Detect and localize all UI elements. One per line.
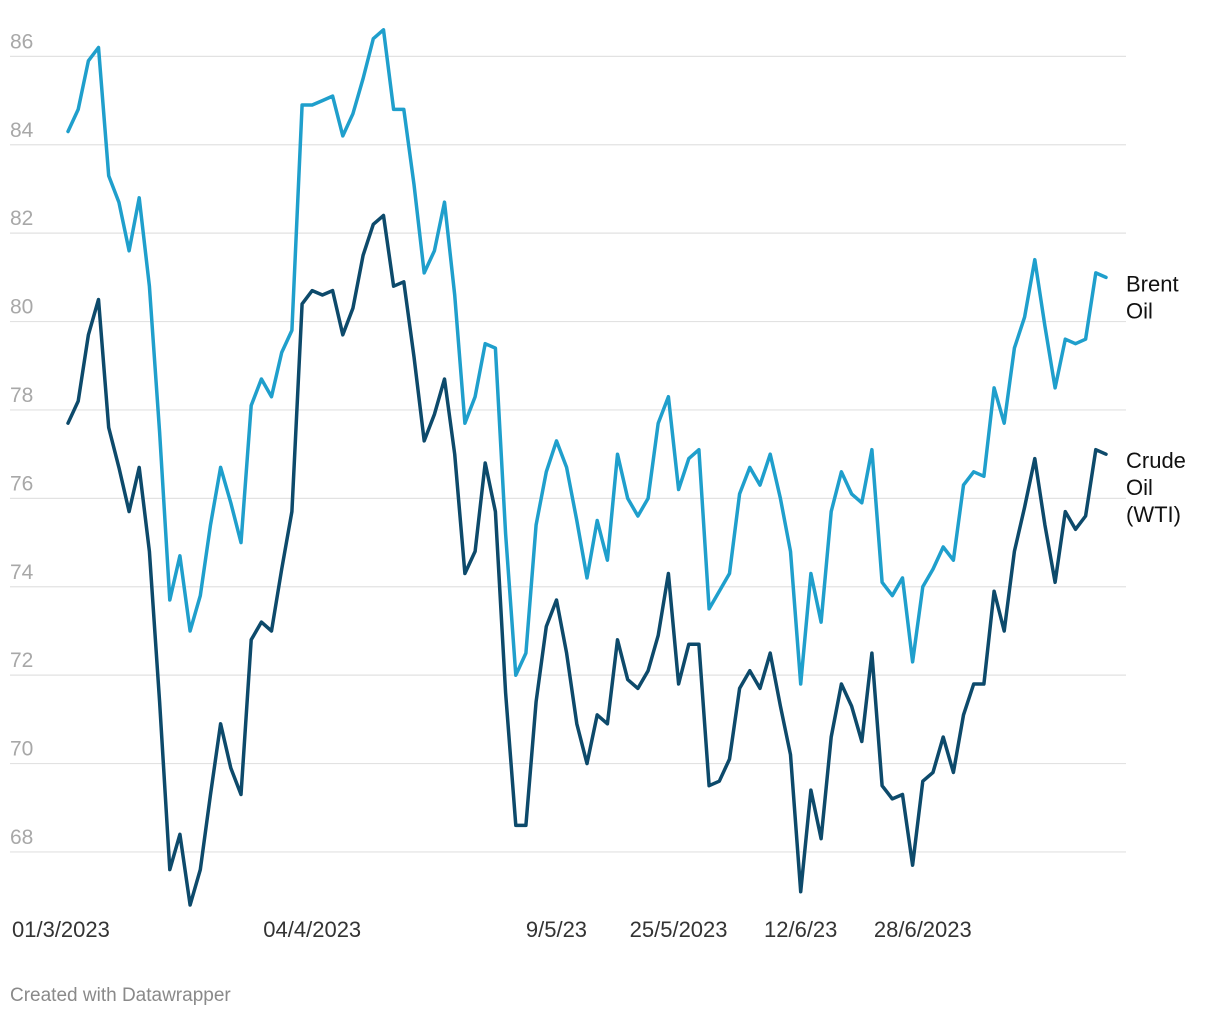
series-line-crude-oil-wti <box>66 213 1108 907</box>
y-tick-label: 68 <box>10 826 33 849</box>
y-tick-label: 78 <box>10 384 33 407</box>
series-label-line: Oil <box>1126 298 1153 323</box>
series-label-line: Brent <box>1126 271 1179 296</box>
x-tick-label: 28/6/2023 <box>874 917 972 942</box>
series-label-line: Oil <box>1126 475 1153 500</box>
y-tick-label: 76 <box>10 472 33 495</box>
y-axis-ticks: 68 70 72 74 76 78 80 82 84 86 <box>10 30 34 849</box>
series-label-line: Crude <box>1126 448 1186 473</box>
x-tick-label: 12/6/23 <box>764 917 837 942</box>
y-tick-label: 86 <box>10 30 33 53</box>
x-axis-ticks: 01/3/2023 04/4/2023 9/5/23 25/5/2023 12/6/23… <box>12 917 972 942</box>
series-label-line: (WTI) <box>1126 502 1181 527</box>
x-tick-label: 9/5/23 <box>526 917 587 942</box>
series-line-brent-oil <box>66 28 1108 686</box>
y-tick-label: 72 <box>10 649 33 672</box>
datawrapper-credit: Created with Datawrapper <box>10 985 231 1006</box>
y-tick-label: 80 <box>10 296 33 319</box>
x-tick-label: 01/3/2023 <box>12 917 110 942</box>
y-tick-label: 84 <box>10 119 34 142</box>
x-tick-label: 04/4/2023 <box>263 917 361 942</box>
x-tick-label: 25/5/2023 <box>630 917 728 942</box>
series-lines <box>66 28 1108 907</box>
y-tick-label: 74 <box>10 561 34 584</box>
line-chart: 68 70 72 74 76 78 80 82 84 86 01/3/2023 04/4/2023 9… <box>10 28 1186 942</box>
y-tick-label: 82 <box>10 207 33 230</box>
grid-lines <box>10 55 1126 853</box>
y-tick-label: 70 <box>10 738 33 761</box>
